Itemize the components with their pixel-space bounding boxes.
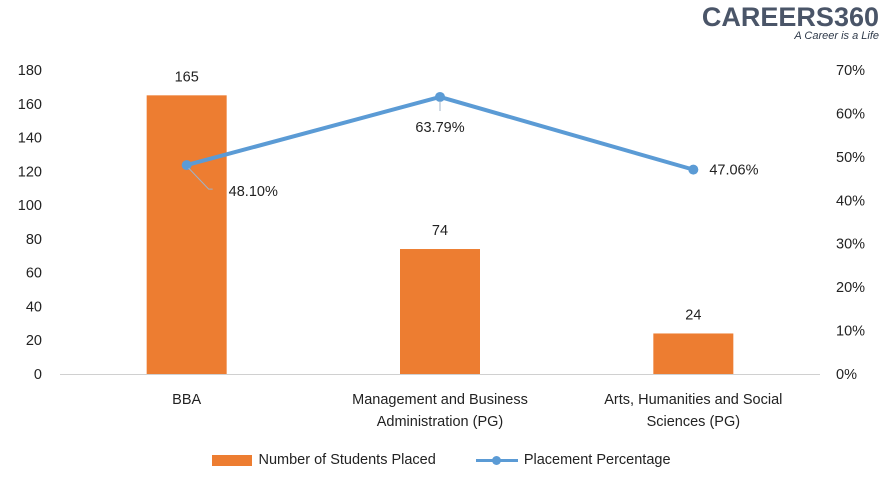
y-left-tick-label: 100 [18,198,42,214]
y-left-tick-label: 140 [18,131,42,147]
y-right-tick-label: 30% [836,237,865,253]
line-point-placement-percentage [688,164,699,175]
leader-line [188,167,213,190]
x-category-label: BBA [172,392,201,408]
logo-brand: CAREERS360 [701,2,879,32]
bar-data-label: 165 [175,69,199,85]
line-point-placement-percentage [435,91,445,102]
y-right-tick-label: 50% [836,150,865,166]
y-left-tick-label: 0 [34,367,42,383]
legend-item-placement-percentage: Placement Percentage [475,452,671,468]
legend-bar-swatch [212,454,253,466]
x-category-label: Arts, Humanities and Social [604,392,782,408]
line-data-label: 47.06% [709,163,758,179]
logo-tagline: A Career is a Life [794,30,879,42]
y-right-tick-label: 40% [836,193,865,209]
y-left-tick-label: 180 [18,63,42,79]
y-right-tick-label: 70% [836,63,865,79]
y-left-tick-label: 60 [26,266,42,282]
line-data-label: 48.10% [229,184,278,200]
y-left-tick-label: 80 [26,232,42,248]
x-category-label: Management and Business [352,392,528,408]
legend-item-students-placed: Number of Students Placed [212,452,436,468]
bar-data-label: 74 [432,223,448,239]
y-left-tick-label: 20 [26,333,42,349]
bar-students-placed [653,333,734,374]
chart-legend: Number of Students Placed Placement Perc… [0,452,883,468]
line-data-label: 63.79% [415,120,464,136]
y-right-tick-label: 0% [836,367,857,383]
legend-line-swatch [475,453,518,467]
bar-students-placed [400,249,480,374]
bar-data-label: 24 [685,307,701,323]
y-left-tick-label: 40 [26,299,42,315]
y-left-tick-label: 120 [18,164,42,180]
line-point-placement-percentage [181,160,192,171]
legend-label-students-placed: Number of Students Placed [258,452,436,468]
bar-students-placed [146,95,227,374]
careers360-logo: CAREERS360 A Career is a Life [702,2,879,42]
x-category-label: Sciences (PG) [647,414,740,430]
y-right-tick-label: 60% [836,106,865,122]
y-right-tick-label: 20% [836,280,865,296]
y-left-tick-label: 160 [18,97,42,113]
y-right-tick-label: 10% [836,324,865,340]
x-category-label: Administration (PG) [377,414,504,430]
legend-label-placement-percentage: Placement Percentage [523,452,671,468]
